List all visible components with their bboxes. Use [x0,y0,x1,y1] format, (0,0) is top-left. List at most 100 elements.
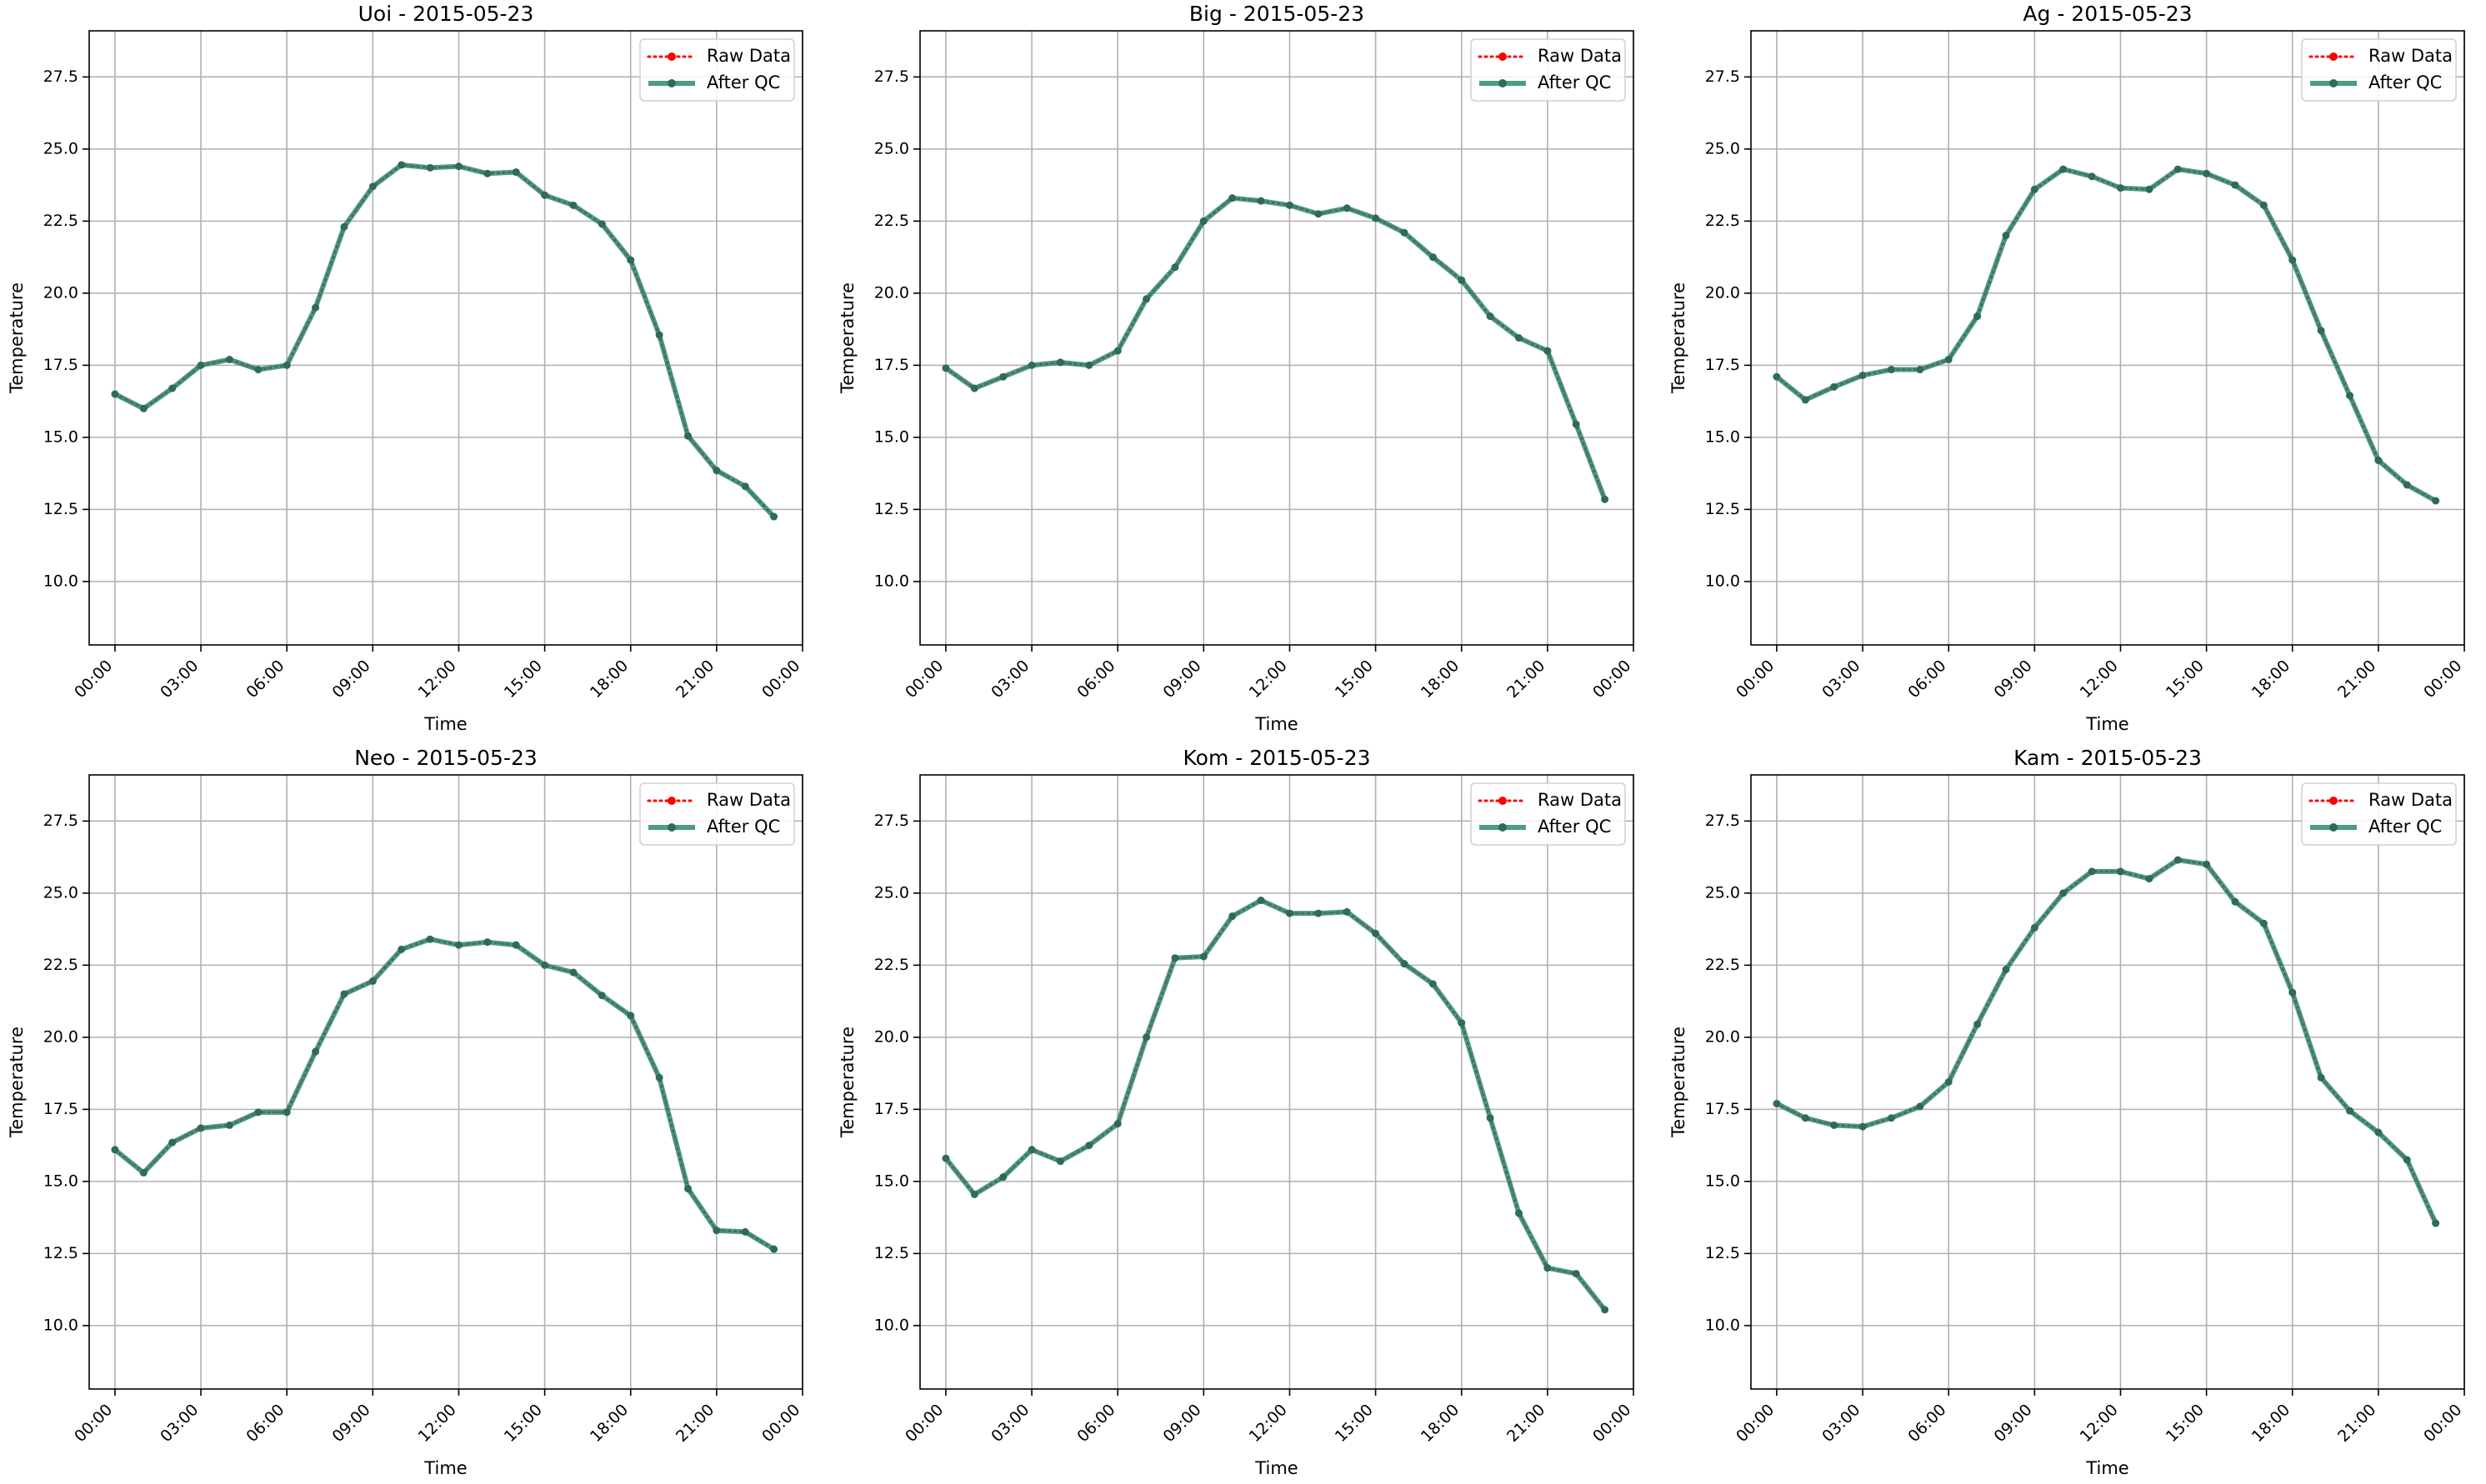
legend-label-raw-data: Raw Data [1538,790,1622,810]
data-point [1858,1122,1867,1131]
x-tick-label: 00:00 [1733,1401,1778,1446]
data-point [2145,875,2153,883]
y-tick-label: 22.5 [874,212,909,230]
y-axis-label: Temperature [7,1027,27,1138]
chart-title: Big - 2015-05-23 [1189,2,1364,26]
plot-area [1751,31,2464,645]
data-point [111,390,119,398]
legend: Raw Data After QC [2301,782,2457,846]
data-point [598,992,606,1000]
data-point [2432,497,2440,505]
data-point [2002,232,2010,240]
series-line-raw-overlay [114,938,775,1251]
data-point [1773,372,1781,381]
x-axis-label: Time [1254,1458,1298,1478]
data-point [770,1245,778,1253]
legend-marker-raw-data [2329,797,2338,805]
data-point [2173,165,2182,173]
data-point [1171,954,1179,962]
data-point [2403,481,2411,489]
data-point [197,1124,205,1132]
data-point [2231,181,2239,189]
data-point [1228,194,1237,202]
x-tick-label: 18:00 [1418,657,1463,702]
data-point [1285,909,1293,917]
data-point [1143,1033,1151,1042]
data-point [999,372,1008,381]
x-tick-label: 06:00 [243,657,288,702]
data-point [655,331,663,339]
y-tick-label: 12.5 [1705,1244,1740,1262]
chart-panel-1: 00:00 03:00 06:00 09:00 12:00 15:00 18:00 21:00… [7,2,803,734]
y-tick-label: 15.0 [1705,427,1740,446]
data-point [1028,1146,1036,1154]
data-point [2288,256,2297,264]
y-tick-label: 20.0 [1705,1027,1740,1046]
legend-label-after-qc: After QC [707,817,780,837]
y-tick-label: 17.5 [874,1100,909,1118]
y-tick-label: 25.0 [1705,139,1740,157]
y-tick-label: 20.0 [874,1027,909,1046]
plot-area [89,775,803,1389]
x-tick-label: 06:00 [1073,1401,1118,1446]
data-point [1916,1102,1924,1111]
chart-panel-6: 00:00 03:00 06:00 09:00 12:00 15:00 18:00 21:00… [1668,746,2465,1478]
y-tick-label: 20.0 [874,283,909,302]
data-point [1056,1157,1064,1166]
x-axis-label: Time [1254,714,1298,734]
data-point [111,1146,119,1154]
legend-marker-raw-data [1498,797,1507,805]
y-tick-label: 10.0 [874,1316,909,1334]
data-point [225,1121,233,1129]
data-point [139,1168,148,1177]
data-point [741,1227,749,1236]
data-point [1228,912,1237,921]
data-point [283,1108,291,1117]
data-point [2203,169,2211,177]
x-tick-label: 09:00 [328,1401,373,1446]
data-point [2374,1128,2383,1137]
data-point [139,404,148,412]
axes-frame [919,30,1634,646]
x-tick-label: 21:00 [1503,657,1548,702]
data-point [1887,1114,1895,1122]
data-point [2030,923,2038,932]
data-point [598,220,606,228]
legend-label-raw-data: Raw Data [707,46,791,66]
x-tick-label: 15:00 [1332,1401,1377,1446]
x-tick-label: 18:00 [2248,1401,2293,1446]
x-tick-label: 09:00 [1990,1401,2035,1446]
x-tick-label: 18:00 [587,1401,632,1446]
data-point [1601,495,1609,503]
data-point [2259,201,2268,209]
data-point [541,191,549,199]
x-axis-label: Time [2085,714,2128,734]
data-point [483,169,492,177]
legend-label-after-qc: After QC [2368,817,2442,837]
y-tick-label: 17.5 [874,356,909,374]
data-point [2345,1107,2353,1115]
data-point [1085,1142,1093,1150]
y-tick-label: 17.5 [43,356,78,374]
data-point [1944,1078,1953,1086]
data-point [770,512,778,521]
x-tick-label: 12:00 [2077,657,2122,702]
x-tick-label: 18:00 [2248,657,2293,702]
y-axis-label: Temperature [838,1027,858,1138]
data-point [1199,217,1208,225]
data-point [683,1185,692,1193]
chart-title: Kom - 2015-05-23 [1183,746,1371,770]
legend-label-after-qc: After QC [1538,817,1611,837]
y-tick-label: 15.0 [874,1172,909,1190]
y-tick-label: 15.0 [43,1172,78,1190]
legend-marker-raw-data [2329,52,2338,61]
chart-panel-3: 00:00 03:00 06:00 09:00 12:00 15:00 18:00 21:00… [1668,2,2465,734]
data-point [2002,966,2010,974]
y-tick-label: 12.5 [43,500,78,518]
x-tick-label: 09:00 [328,657,373,702]
data-point [1601,1306,1609,1314]
data-point [713,467,721,475]
data-point [368,977,377,985]
y-tick-label: 22.5 [43,956,78,974]
x-tick-label: 00:00 [902,657,947,702]
